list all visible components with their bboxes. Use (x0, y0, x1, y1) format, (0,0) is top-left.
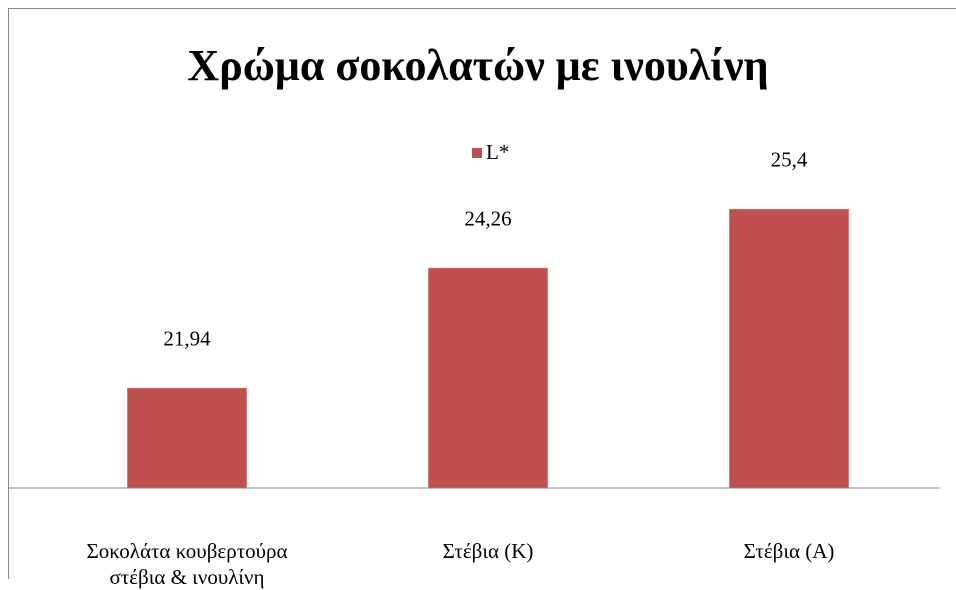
bar (428, 268, 548, 488)
legend-label: L* (486, 140, 509, 164)
chart-title: Χρώμα σοκολατών με ινουλίνη (187, 41, 768, 90)
value-label: 21,94 (163, 327, 211, 351)
x-tick-label: Στέβια (Κ) (358, 538, 618, 564)
legend-swatch (472, 148, 482, 158)
value-label: 24,26 (464, 207, 511, 231)
x-tick-label: Σοκολάτα κουβερτούρα στέβια & ινουλίνη (57, 538, 317, 590)
bar (127, 388, 247, 488)
value-label: 25,4 (771, 148, 808, 172)
bar (729, 209, 849, 488)
x-tick-label: Στέβια (Α) (659, 538, 919, 564)
